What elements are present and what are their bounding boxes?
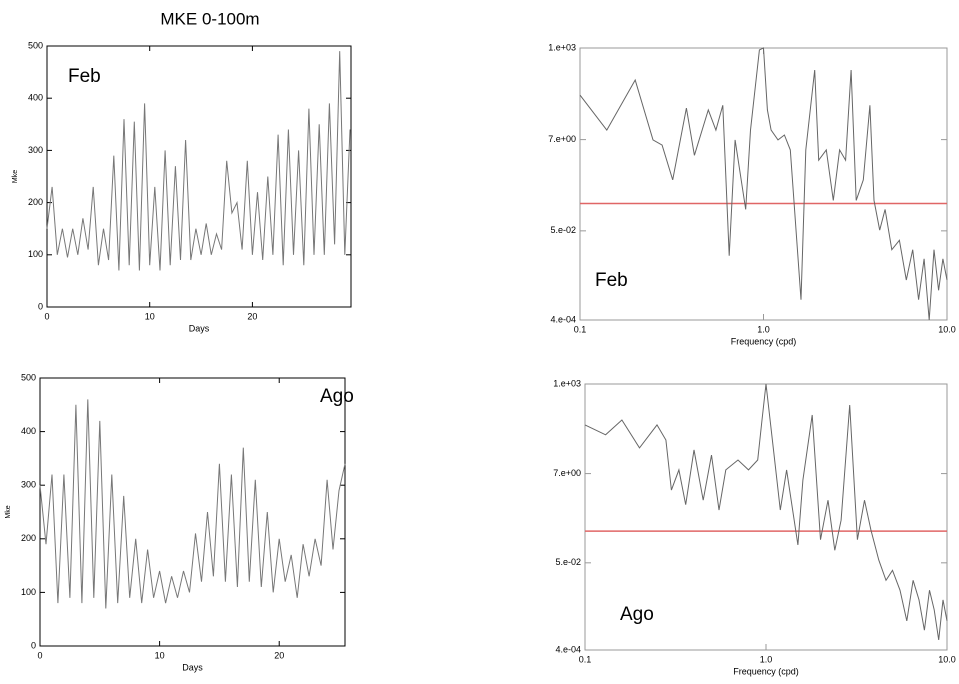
x-tick-label: 0	[44, 311, 49, 321]
y-tick-label: 4.e-04	[555, 644, 581, 654]
x-axis-label: Days	[182, 662, 203, 672]
y-axis-label: Mke	[12, 170, 19, 183]
x-tick-label: 0.1	[579, 654, 592, 664]
annotation: Ago	[320, 386, 354, 407]
data-line	[584, 383, 948, 640]
y-tick-label: 500	[21, 372, 36, 382]
y-tick-label: 5.e-02	[550, 225, 576, 235]
y-tick-label: 0	[38, 301, 43, 311]
y-tick-label: 100	[28, 249, 43, 259]
figure-title: MKE 0-100m	[160, 9, 259, 28]
x-axis-label: Frequency (cpd)	[731, 336, 797, 346]
y-tick-label: 7.e+00	[548, 134, 576, 144]
y-tick-label: 400	[21, 426, 36, 436]
plot-frame	[39, 377, 346, 647]
x-tick-label: 10	[145, 311, 155, 321]
y-tick-label: 5.e-02	[555, 557, 581, 567]
y-tick-label: 300	[28, 145, 43, 155]
x-axis-label: Frequency (cpd)	[733, 666, 799, 676]
x-tick-label: 10.0	[938, 654, 956, 664]
y-tick-label: 100	[21, 587, 36, 597]
data-line	[39, 399, 346, 609]
y-tick-label: 200	[28, 197, 43, 207]
x-tick-label: 20	[274, 650, 284, 660]
y-tick-label: 7.e+00	[553, 468, 581, 478]
y-tick-label: 0	[31, 640, 36, 650]
data-line	[46, 51, 351, 271]
annotation: Ago	[620, 604, 654, 625]
y-tick-label: 300	[21, 480, 36, 490]
x-tick-label: 10.0	[938, 324, 956, 334]
x-tick-label: 10	[155, 650, 165, 660]
data-line	[579, 47, 948, 321]
x-axis-label: Days	[189, 323, 210, 333]
plot-frame	[579, 47, 948, 321]
y-tick-label: 1.e+03	[553, 378, 581, 388]
y-tick-label: 200	[21, 533, 36, 543]
x-tick-label: 0.1	[574, 324, 587, 334]
y-tick-label: 4.e-04	[550, 314, 576, 324]
annotation: Feb	[68, 66, 101, 87]
annotation: Feb	[595, 270, 628, 291]
plot-frame	[46, 45, 352, 308]
x-tick-label: 0	[37, 650, 42, 660]
y-tick-label: 400	[28, 93, 43, 103]
x-tick-label: 1.0	[760, 654, 773, 664]
x-tick-label: 1.0	[757, 324, 770, 334]
y-tick-label: 500	[28, 40, 43, 50]
x-tick-label: 20	[247, 311, 257, 321]
y-tick-label: 1.e+03	[548, 42, 576, 52]
y-axis-label: Mke	[5, 505, 12, 518]
